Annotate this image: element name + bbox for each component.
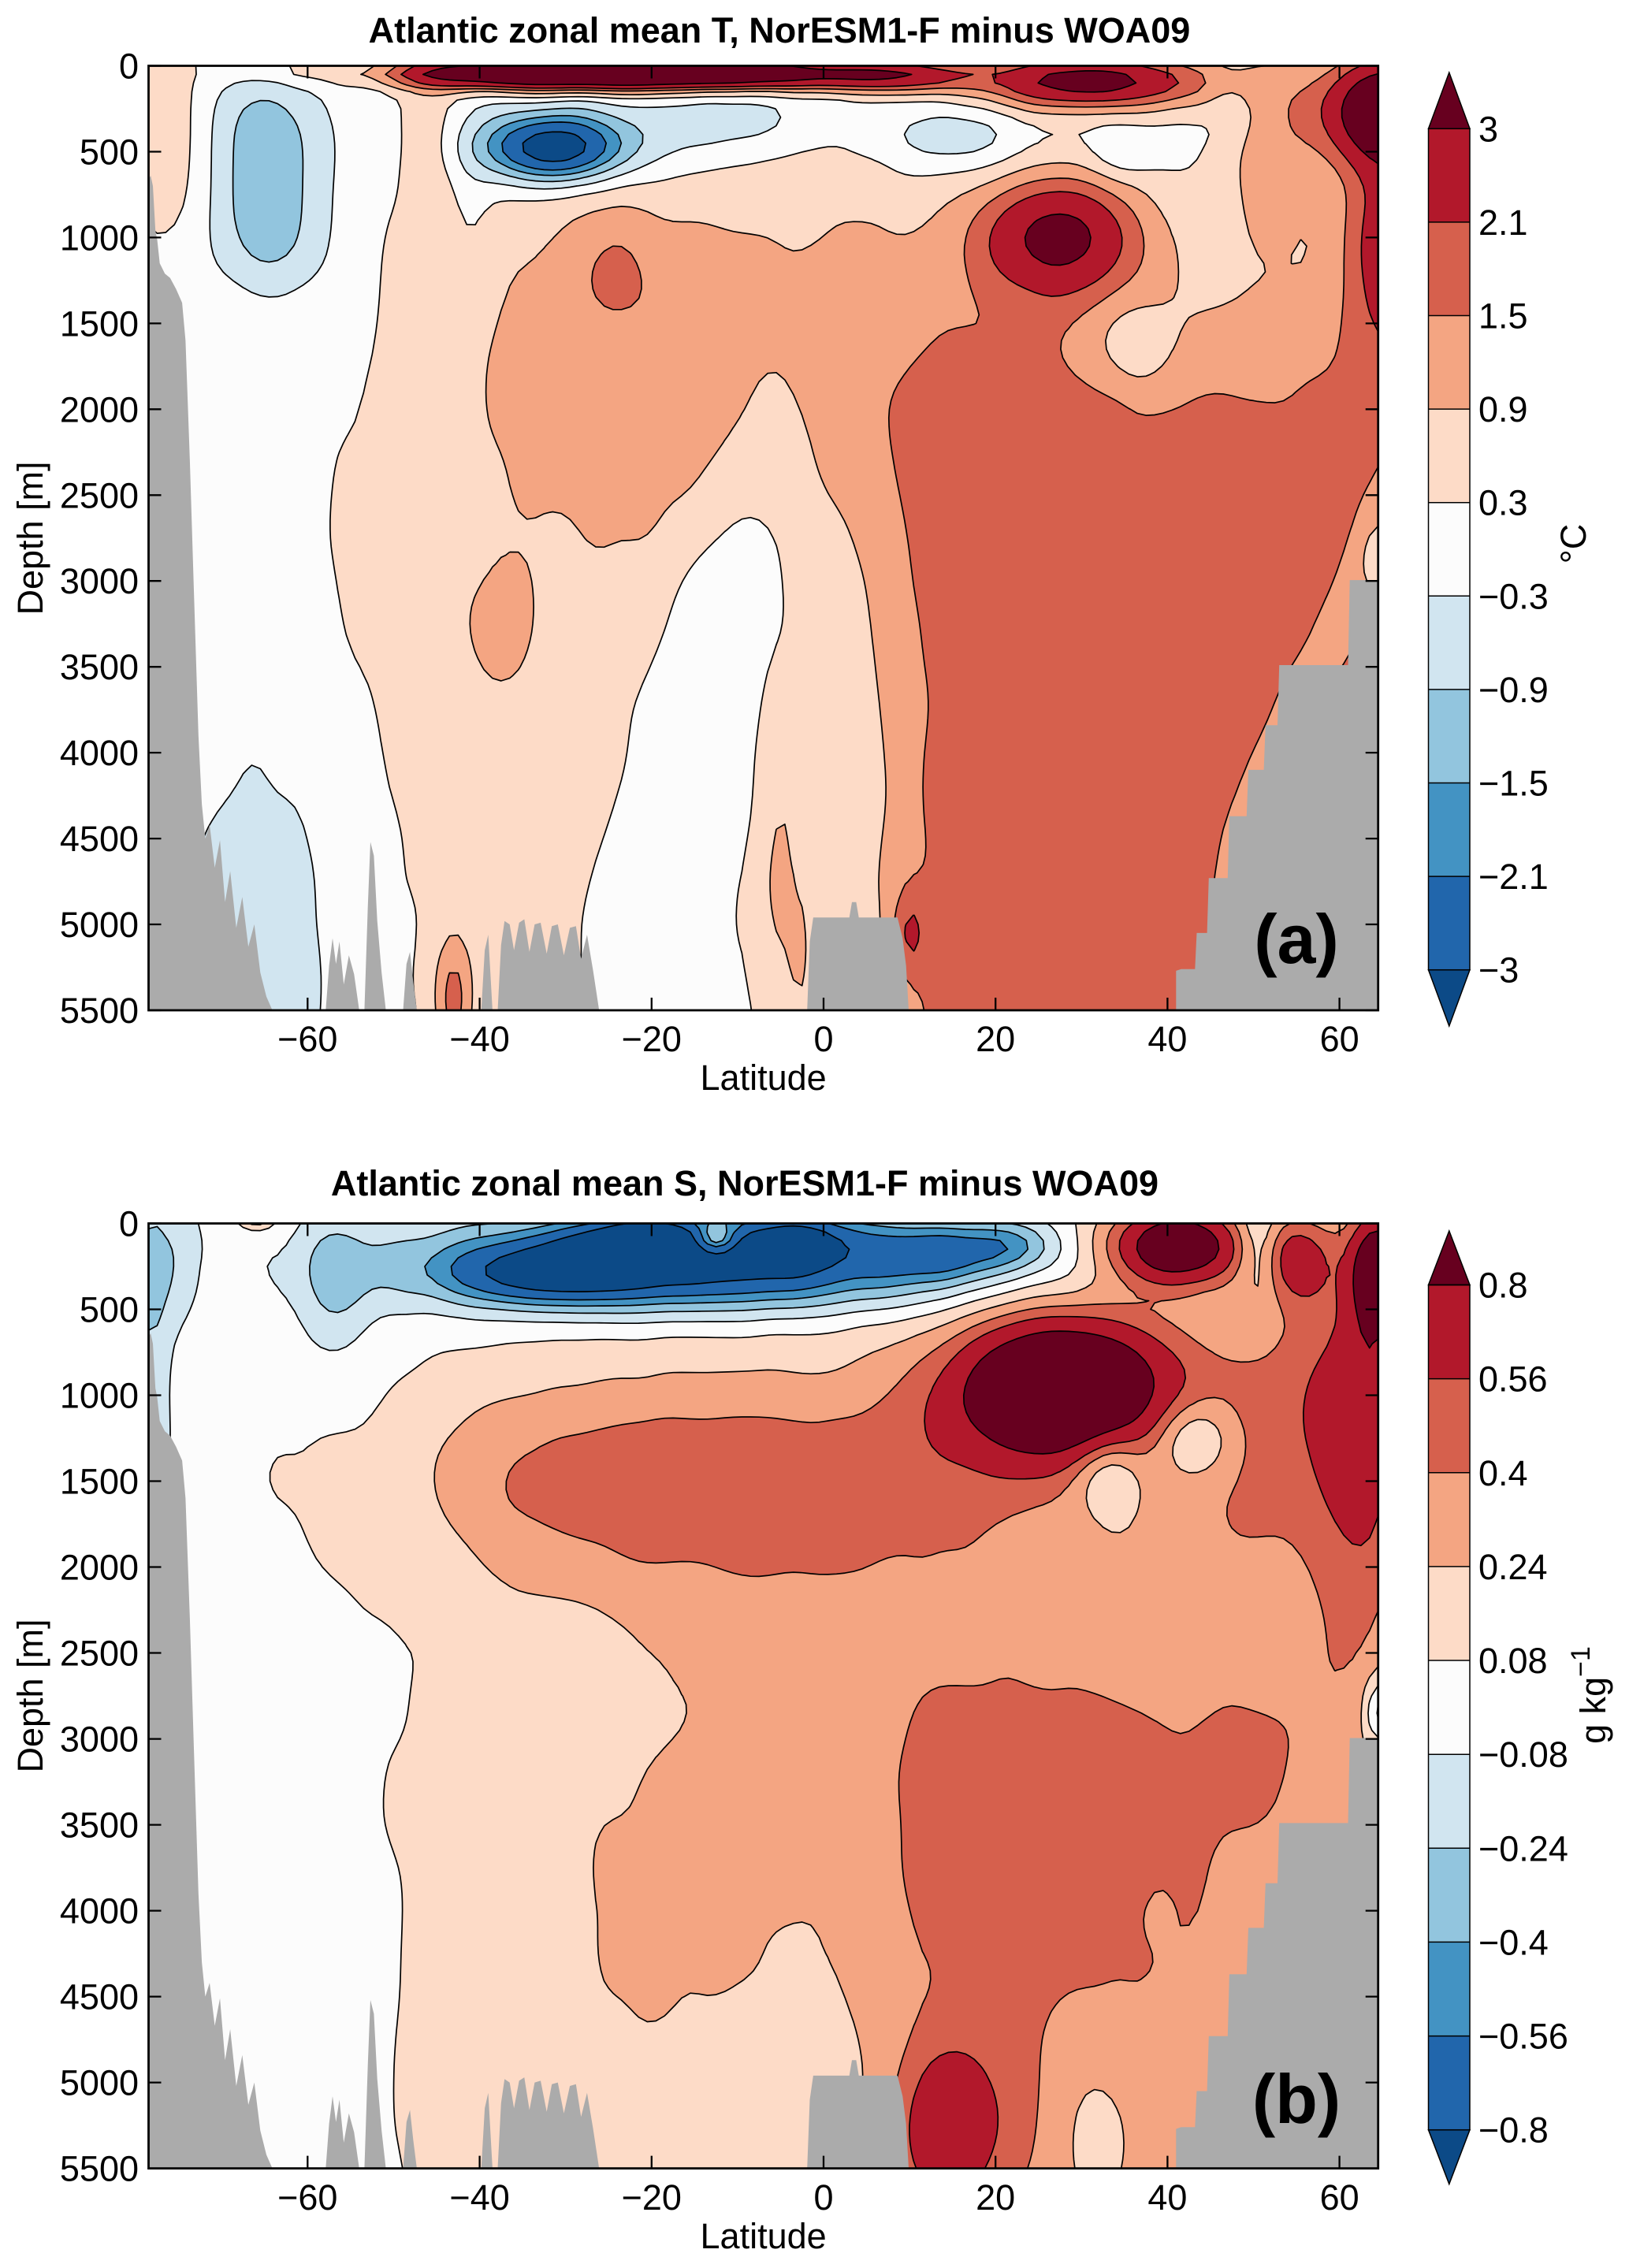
svg-text:3000: 3000 bbox=[60, 561, 139, 601]
svg-text:(a): (a) bbox=[1254, 900, 1339, 978]
svg-text:2500: 2500 bbox=[60, 1634, 139, 1674]
svg-text:2000: 2000 bbox=[60, 1548, 139, 1588]
svg-text:−0.3: −0.3 bbox=[1478, 576, 1549, 616]
svg-text:−60: −60 bbox=[277, 1019, 337, 1059]
svg-text:−3: −3 bbox=[1478, 950, 1519, 991]
svg-text:1000: 1000 bbox=[60, 218, 139, 258]
svg-text:Depth [m]: Depth [m] bbox=[10, 1619, 50, 1772]
svg-text:3500: 3500 bbox=[60, 647, 139, 687]
svg-text:Depth [m]: Depth [m] bbox=[10, 461, 50, 615]
svg-text:4000: 4000 bbox=[60, 1891, 139, 1932]
svg-text:20: 20 bbox=[976, 1019, 1015, 1059]
svg-text:0: 0 bbox=[813, 2177, 833, 2218]
svg-text:5500: 5500 bbox=[60, 2149, 139, 2189]
svg-text:3000: 3000 bbox=[60, 1720, 139, 1760]
svg-text:500: 500 bbox=[80, 132, 139, 173]
svg-text:4000: 4000 bbox=[60, 733, 139, 773]
svg-text:500: 500 bbox=[80, 1290, 139, 1330]
svg-text:−0.8: −0.8 bbox=[1478, 2110, 1549, 2151]
svg-text:Atlantic zonal mean T, NorESM1: Atlantic zonal mean T, NorESM1-F minus W… bbox=[369, 10, 1191, 50]
svg-text:2000: 2000 bbox=[60, 389, 139, 429]
svg-text:40: 40 bbox=[1147, 2177, 1187, 2218]
svg-text:(b): (b) bbox=[1252, 2060, 1341, 2138]
svg-text:0.08: 0.08 bbox=[1478, 1641, 1548, 1681]
svg-text:1.5: 1.5 bbox=[1478, 296, 1528, 336]
svg-text:−20: −20 bbox=[622, 1019, 682, 1059]
svg-text:−0.56: −0.56 bbox=[1478, 2017, 1568, 2057]
svg-text:1000: 1000 bbox=[60, 1376, 139, 1416]
svg-text:−0.24: −0.24 bbox=[1478, 1828, 1568, 1868]
svg-text:3: 3 bbox=[1478, 109, 1498, 149]
svg-text:−2.1: −2.1 bbox=[1478, 857, 1549, 897]
svg-text:0.9: 0.9 bbox=[1478, 389, 1528, 429]
svg-text:4500: 4500 bbox=[60, 1977, 139, 2017]
svg-text:0.4: 0.4 bbox=[1478, 1453, 1528, 1493]
svg-text:2500: 2500 bbox=[60, 475, 139, 515]
svg-text:60: 60 bbox=[1320, 2177, 1359, 2218]
svg-text:5500: 5500 bbox=[60, 991, 139, 1031]
svg-text:3500: 3500 bbox=[60, 1805, 139, 1846]
svg-text:Atlantic zonal mean S, NorESM1: Atlantic zonal mean S, NorESM1-F minus W… bbox=[331, 1163, 1159, 1203]
svg-text:2.1: 2.1 bbox=[1478, 203, 1528, 243]
svg-text:5000: 5000 bbox=[60, 905, 139, 945]
svg-text:4500: 4500 bbox=[60, 819, 139, 859]
svg-text:g kg−1: g kg−1 bbox=[1566, 1646, 1613, 1744]
svg-text:−60: −60 bbox=[277, 2177, 337, 2218]
svg-text:0: 0 bbox=[119, 1204, 139, 1244]
svg-text:−0.4: −0.4 bbox=[1478, 1922, 1549, 1962]
svg-text:1500: 1500 bbox=[60, 1462, 139, 1502]
svg-text:0.8: 0.8 bbox=[1478, 1266, 1528, 1306]
svg-text:0.56: 0.56 bbox=[1478, 1359, 1548, 1400]
svg-text:−0.9: −0.9 bbox=[1478, 670, 1549, 710]
svg-text:−20: −20 bbox=[622, 2177, 682, 2218]
svg-text:Latitude: Latitude bbox=[701, 2216, 827, 2256]
svg-text:60: 60 bbox=[1320, 1019, 1359, 1059]
svg-text:−40: −40 bbox=[449, 1019, 509, 1059]
svg-text:0.3: 0.3 bbox=[1478, 483, 1528, 523]
svg-text:0.24: 0.24 bbox=[1478, 1547, 1548, 1587]
svg-text:40: 40 bbox=[1147, 1019, 1187, 1059]
svg-text:−0.08: −0.08 bbox=[1478, 1734, 1568, 1775]
svg-text:−40: −40 bbox=[449, 2177, 509, 2218]
svg-text:1500: 1500 bbox=[60, 303, 139, 344]
svg-text:°C: °C bbox=[1553, 524, 1594, 564]
svg-text:Latitude: Latitude bbox=[701, 1058, 827, 1098]
svg-text:5000: 5000 bbox=[60, 2063, 139, 2103]
svg-text:0: 0 bbox=[813, 1019, 833, 1059]
svg-text:0: 0 bbox=[119, 46, 139, 87]
svg-text:20: 20 bbox=[976, 2177, 1015, 2218]
svg-text:−1.5: −1.5 bbox=[1478, 764, 1549, 804]
